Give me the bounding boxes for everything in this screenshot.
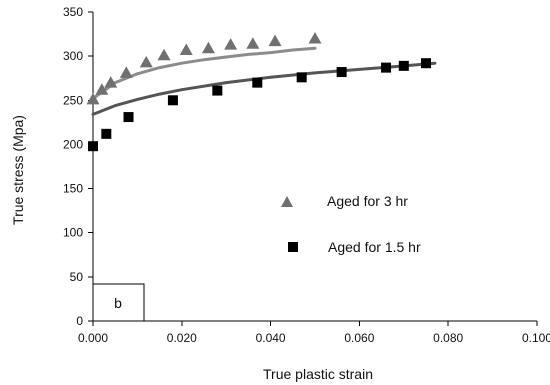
x-axis-title: True plastic strain [263, 366, 373, 382]
y-tick-label: 250 [63, 93, 83, 107]
y-tick-label: 350 [63, 5, 83, 19]
y-axis-title: True stress (Mpa) [10, 115, 26, 225]
y-tick-label: 50 [70, 270, 84, 284]
x-tick-label: 0.080 [433, 331, 463, 345]
x-tick-label: 0.000 [78, 331, 108, 345]
data-point-triangle [201, 41, 215, 54]
legend: Aged for 3 hr Aged for 1.5 hr [281, 193, 421, 255]
y-tick-label: 300 [63, 49, 83, 63]
data-point-triangle [224, 38, 238, 50]
data-point-square [398, 60, 409, 71]
data-point-square [296, 72, 307, 83]
legend-label-aged-3hr: Aged for 3 hr [327, 193, 408, 209]
legend-marker-square [288, 242, 298, 252]
data-point-triangle [179, 43, 193, 55]
data-point-square [88, 141, 98, 152]
panel-label-box: b [92, 283, 145, 322]
data-point-square [336, 67, 347, 78]
y-tick-label: 200 [63, 137, 83, 151]
legend-label-aged-1-5hr: Aged for 1.5 hr [328, 239, 421, 255]
y-tick-label: 100 [63, 226, 83, 240]
y-tick-label: 0 [76, 314, 83, 328]
x-tick-label: 0.100 [522, 331, 550, 345]
data-points [86, 31, 431, 152]
data-point-square [123, 112, 134, 123]
data-point-square [421, 58, 431, 69]
x-tick-label: 0.040 [256, 331, 286, 345]
fit-curves [91, 46, 437, 116]
data-point-triangle [119, 66, 133, 78]
data-point-square [101, 128, 112, 139]
data-point-triangle [157, 48, 171, 61]
legend-marker-triangle [281, 196, 293, 207]
data-point-triangle [246, 37, 260, 49]
y-axis-ticks: 0 50 100 150 200 250 300 350 [63, 5, 93, 328]
data-point-triangle [86, 92, 100, 105]
data-point-triangle [139, 55, 153, 68]
data-point-triangle [308, 31, 322, 44]
data-point-triangle [104, 76, 118, 88]
data-point-square [381, 62, 392, 73]
fit-curve-aged-1-5hr [91, 61, 437, 116]
x-tick-label: 0.060 [344, 331, 374, 345]
data-point-triangle [95, 83, 109, 95]
axes [92, 12, 537, 322]
data-point-square [167, 95, 178, 106]
x-axis-ticks: 0.000 0.020 0.040 0.060 0.080 0.100 [78, 321, 550, 345]
x-tick-label: 0.020 [167, 331, 197, 345]
panel-label: b [114, 295, 122, 311]
data-point-triangle [268, 34, 282, 47]
data-point-square [252, 77, 263, 88]
panel-label-frame [92, 283, 145, 322]
y-tick-label: 150 [63, 182, 83, 196]
data-point-square [212, 85, 223, 96]
